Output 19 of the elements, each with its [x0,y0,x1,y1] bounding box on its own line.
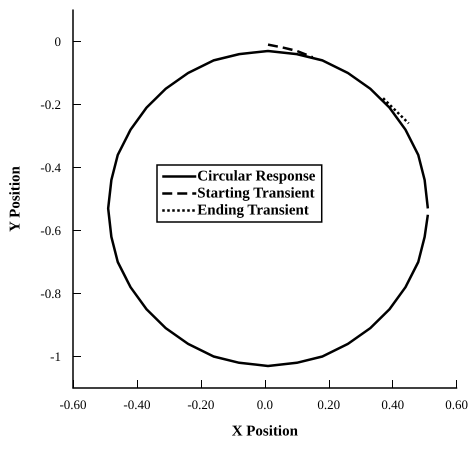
legend-label: Circular Response [197,168,316,184]
x-tick-label: 0.60 [445,397,468,412]
x-tick-label: 0.40 [381,397,404,412]
line-series [382,96,410,125]
x-tick-label: -0.60 [59,397,87,412]
x-tick-label: 0.0 [256,397,273,412]
y-tick-label: -0.2 [40,97,61,112]
y-tick-label: -0.6 [40,223,62,238]
y-tick-label: -1 [50,349,61,364]
legend-label: Ending Transient [197,202,309,218]
y-tick-label: -0.8 [40,286,61,301]
legend-label: Starting Transient [197,186,315,202]
y-tick-label: 0 [54,34,61,49]
x-tick-label: -0.20 [187,397,214,412]
y-tick-label: -0.4 [40,160,62,175]
x-axis-title: X Position [232,424,299,440]
x-tick-label: -0.40 [123,397,150,412]
y-axis-title: Y Position [8,165,24,232]
x-tick-label: 0.20 [317,397,340,412]
